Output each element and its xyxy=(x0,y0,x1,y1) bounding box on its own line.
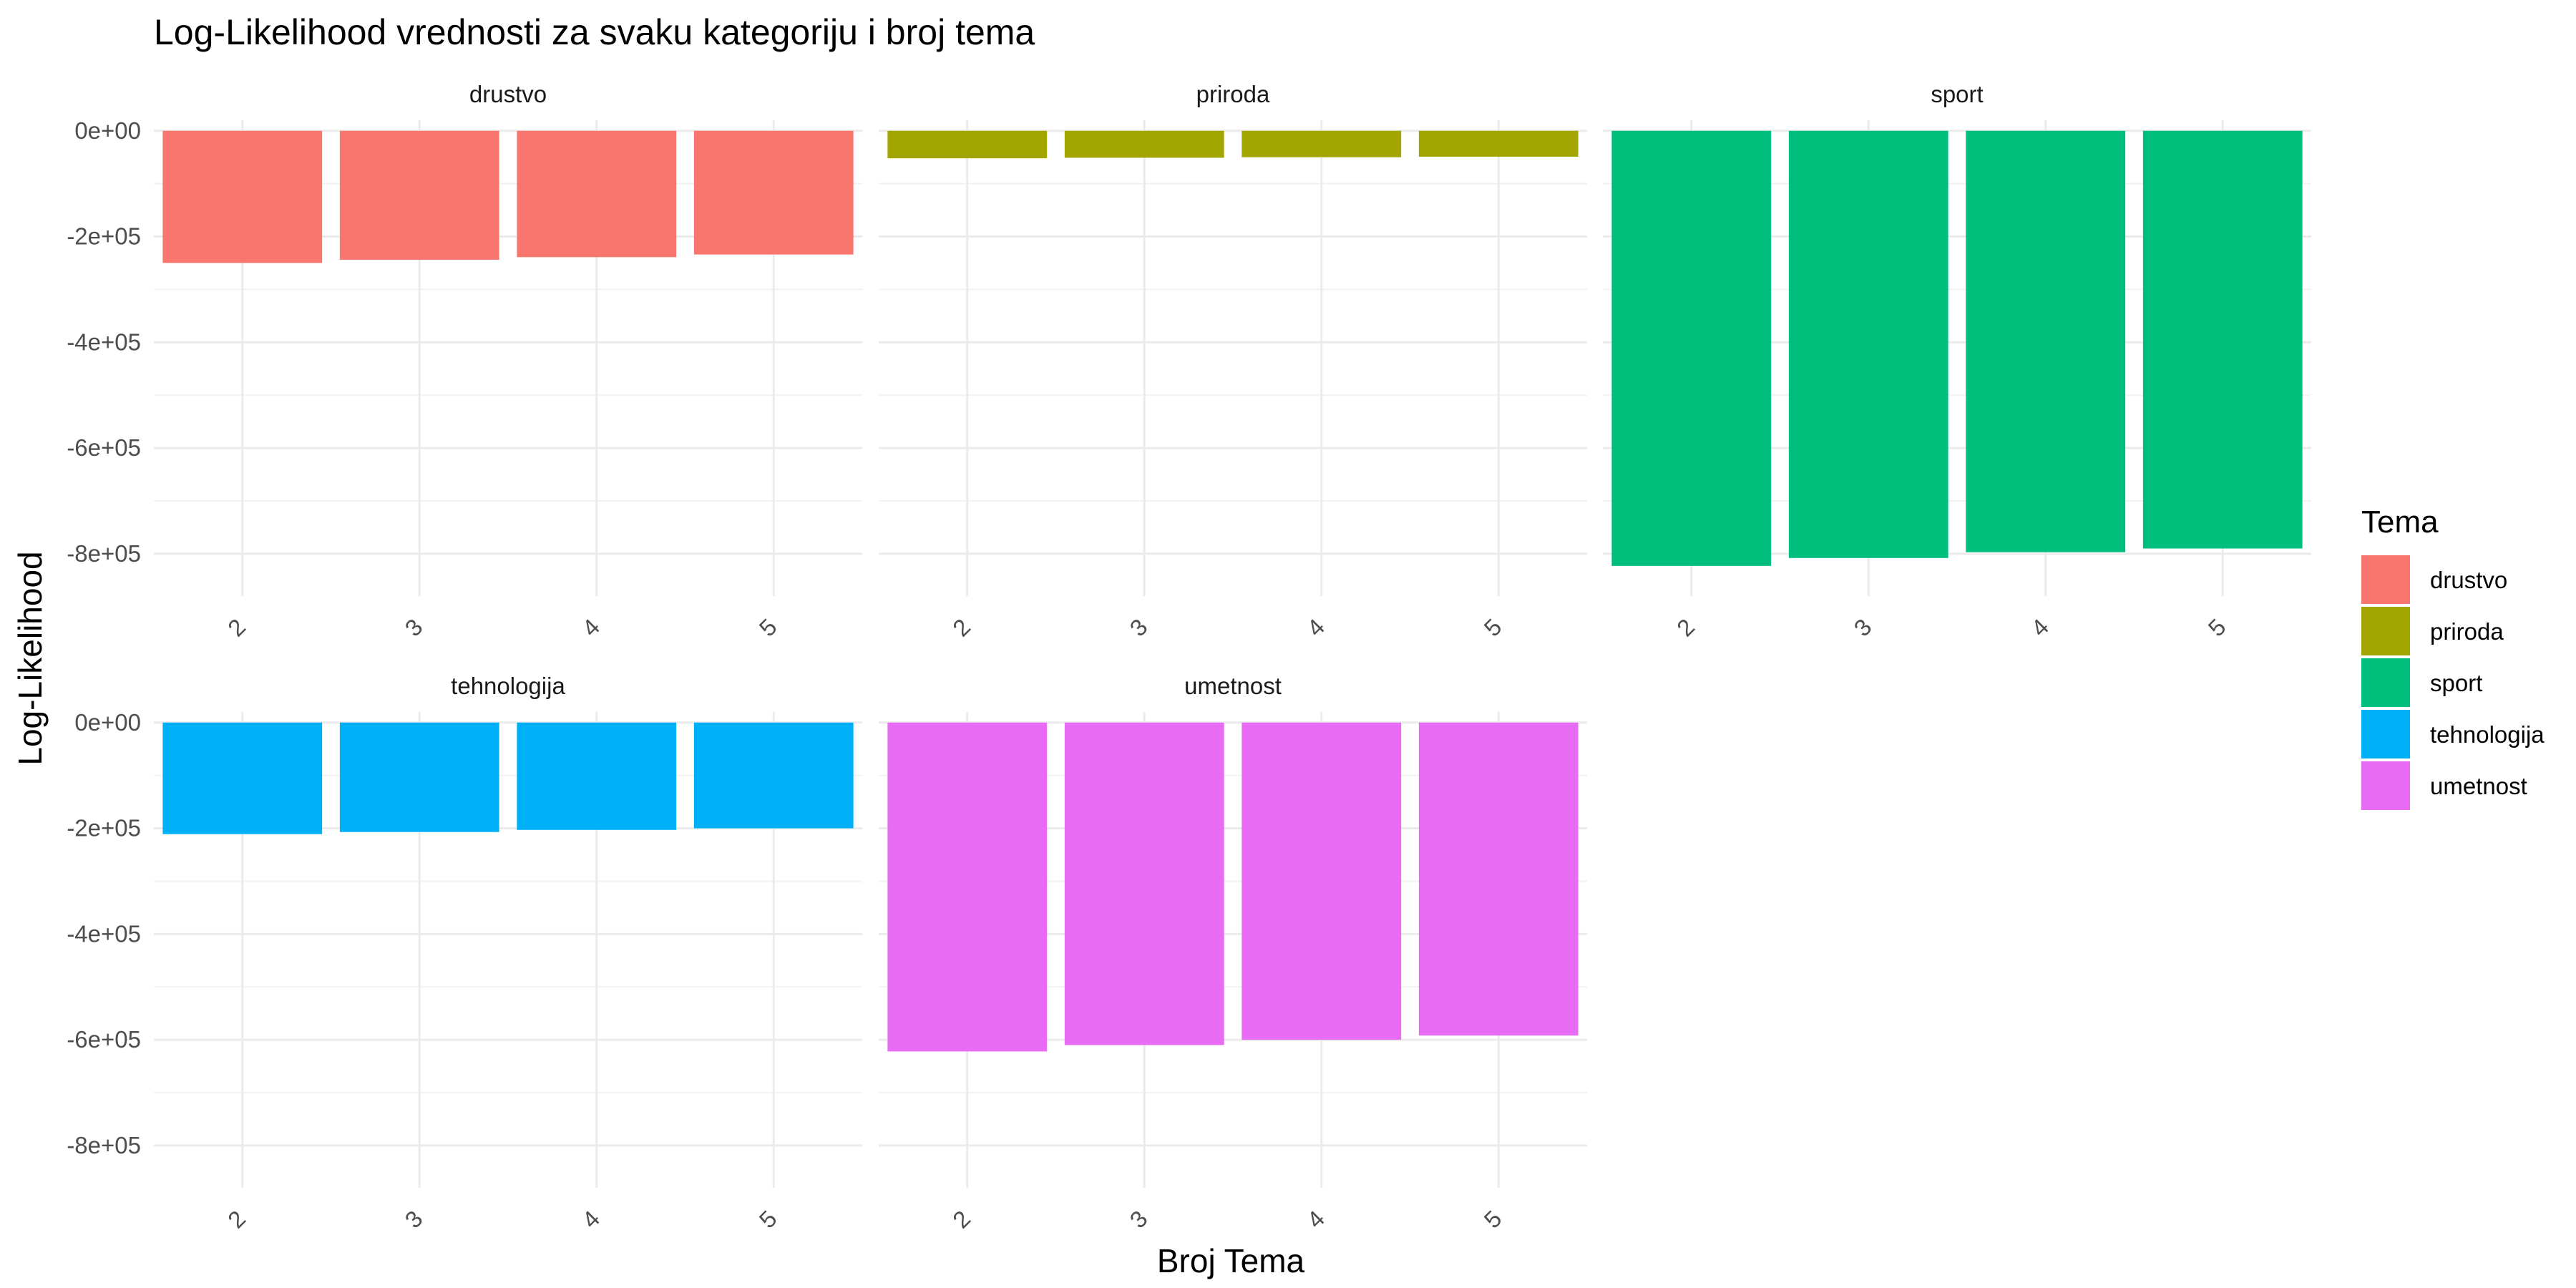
x-tick-label: 3 xyxy=(400,613,428,641)
x-tick-label: 2 xyxy=(947,613,975,641)
bar-tehnologija-5 xyxy=(693,722,854,829)
x-tick-label: 3 xyxy=(1125,613,1153,641)
legend-key xyxy=(2361,555,2410,604)
bar-priroda-3 xyxy=(1064,130,1224,158)
legend-key xyxy=(2361,607,2410,655)
x-tick-label: 4 xyxy=(577,1205,605,1233)
legend-key xyxy=(2361,761,2410,810)
panel-umetnost: umetnost 2 3 4 5 xyxy=(879,673,1587,1233)
x-tick-label: 5 xyxy=(754,613,782,641)
legend-key xyxy=(2361,658,2410,707)
y-tick-label: 0e+00 xyxy=(74,117,141,144)
legend-label: priroda xyxy=(2430,618,2504,645)
y-tick-label: -2e+05 xyxy=(67,815,141,841)
y-axis-title: Log-Likelihood xyxy=(11,551,49,765)
y-tick-label: -6e+05 xyxy=(67,1026,141,1053)
y-tick-label: -6e+05 xyxy=(67,434,141,461)
bar-drustvo-2 xyxy=(162,130,323,263)
legend-item-tehnologija: tehnologija xyxy=(2361,710,2545,758)
bar-umetnost-4 xyxy=(1241,722,1402,1040)
bar-drustvo-4 xyxy=(517,130,677,258)
x-tick-label: 4 xyxy=(1302,613,1330,641)
bar-umetnost-5 xyxy=(1418,722,1579,1036)
x-tick-label: 5 xyxy=(1479,613,1507,641)
x-tick-label: 4 xyxy=(577,613,605,641)
panel-drustvo: drustvo 0e+00 -2e+05 -4e+05 -6e+05 -8e+05 2 3 4 5 xyxy=(67,81,862,641)
legend-title: Tema xyxy=(2361,504,2439,540)
legend-item-sport: sport xyxy=(2361,658,2482,707)
bar-drustvo-3 xyxy=(339,130,499,260)
legend-item-priroda: priroda xyxy=(2361,607,2504,655)
y-tick-label: -8e+05 xyxy=(67,1132,141,1158)
legend-label: umetnost xyxy=(2430,773,2527,799)
bar-drustvo-5 xyxy=(693,130,854,255)
facet-label: drustvo xyxy=(469,81,547,107)
bar-tehnologija-3 xyxy=(339,722,499,832)
bar-sport-2 xyxy=(1611,130,1772,566)
legend-label: sport xyxy=(2430,670,2482,696)
x-tick-label: 3 xyxy=(1125,1205,1153,1233)
y-tick-label: -8e+05 xyxy=(67,540,141,567)
bar-sport-5 xyxy=(2142,130,2303,549)
x-tick-label: 5 xyxy=(754,1205,782,1233)
bar-tehnologija-2 xyxy=(162,722,323,834)
x-tick-label: 2 xyxy=(947,1205,975,1233)
legend-item-umetnost: umetnost xyxy=(2361,761,2527,810)
bar-umetnost-2 xyxy=(887,722,1048,1052)
x-axis-title: Broj Tema xyxy=(1157,1242,1305,1279)
y-tick-label: 0e+00 xyxy=(74,709,141,736)
bar-sport-4 xyxy=(1966,130,2126,552)
x-tick-label: 5 xyxy=(2203,613,2231,641)
legend-label: drustvo xyxy=(2430,567,2507,593)
facet-label: tehnologija xyxy=(451,673,565,699)
x-tick-label: 5 xyxy=(1479,1205,1507,1233)
bar-priroda-5 xyxy=(1418,130,1579,157)
legend-label: tehnologija xyxy=(2430,721,2545,748)
y-tick-label: -4e+05 xyxy=(67,920,141,947)
bar-tehnologija-4 xyxy=(517,722,677,830)
panel-priroda: priroda 2 3 4 5 xyxy=(879,81,1587,641)
x-tick-label: 3 xyxy=(1849,613,1877,641)
legend-key xyxy=(2361,710,2410,758)
bar-umetnost-3 xyxy=(1064,722,1224,1045)
bar-priroda-2 xyxy=(887,130,1048,159)
facet-label: umetnost xyxy=(1184,673,1282,699)
chart-title: Log-Likelihood vrednosti za svaku katego… xyxy=(154,12,1035,52)
x-tick-label: 4 xyxy=(2026,613,2054,641)
legend: Tema drustvo priroda sport tehnologija umetn… xyxy=(2361,504,2545,810)
facet-label: priroda xyxy=(1196,81,1270,107)
legend-item-drustvo: drustvo xyxy=(2361,555,2507,604)
panel-sport: sport 2 3 4 5 xyxy=(1603,81,2311,641)
facet-label: sport xyxy=(1931,81,1983,107)
panel-tehnologija: tehnologija 0e+00 -2e+05 -4e+05 -6e+05 -8e+05… xyxy=(67,673,862,1233)
x-tick-label: 2 xyxy=(1672,613,1699,641)
bar-sport-3 xyxy=(1788,130,1948,558)
x-tick-label: 3 xyxy=(400,1205,428,1233)
x-tick-label: 2 xyxy=(223,1205,250,1233)
x-tick-label: 4 xyxy=(1302,1205,1330,1233)
y-tick-label: -4e+05 xyxy=(67,328,141,355)
facet-panels: drustvo 0e+00 -2e+05 -4e+05 -6e+05 -8e+05 2 3 4 5… xyxy=(67,81,2311,1233)
y-tick-label: -2e+05 xyxy=(67,223,141,250)
bar-priroda-4 xyxy=(1241,130,1402,157)
x-tick-label: 2 xyxy=(223,613,250,641)
